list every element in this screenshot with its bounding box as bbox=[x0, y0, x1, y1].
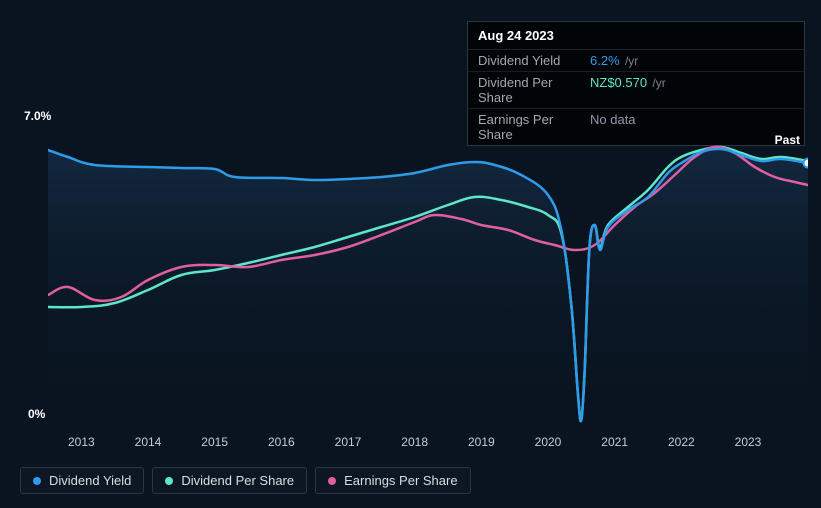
tooltip-row: Dividend Per ShareNZ$0.570 /yr bbox=[468, 72, 804, 109]
y-axis-max: 7.0% bbox=[24, 109, 51, 123]
legend-label: Earnings Per Share bbox=[344, 473, 457, 488]
chart-area: 7.0% 0% Past 201320142015201620172018201… bbox=[20, 105, 810, 450]
y-axis-min: 0% bbox=[28, 407, 45, 421]
x-tick: 2022 bbox=[668, 435, 695, 449]
x-tick: 2013 bbox=[68, 435, 95, 449]
tooltip-date: Aug 24 2023 bbox=[468, 22, 804, 50]
legend-dot-icon bbox=[33, 477, 41, 485]
legend-dot-icon bbox=[165, 477, 173, 485]
tooltip-row-label: Dividend Per Share bbox=[478, 75, 590, 105]
legend-dot-icon bbox=[328, 477, 336, 485]
tooltip-row-label: Dividend Yield bbox=[478, 53, 590, 68]
tooltip-row: Dividend Yield6.2% /yr bbox=[468, 50, 804, 72]
x-tick: 2023 bbox=[735, 435, 762, 449]
tooltip-row-value: 6.2% /yr bbox=[590, 53, 638, 68]
x-tick: 2019 bbox=[468, 435, 495, 449]
x-axis: 2013 2014 2015 2016 2017 2018 2019 2020 2021 2022… bbox=[48, 425, 808, 447]
x-tick: 2021 bbox=[601, 435, 628, 449]
tooltip-row-value: NZ$0.570 /yr bbox=[590, 75, 666, 105]
x-tick: 2015 bbox=[201, 435, 228, 449]
x-tick: 2014 bbox=[135, 435, 162, 449]
legend-label: Dividend Yield bbox=[49, 473, 131, 488]
x-tick: 2017 bbox=[335, 435, 362, 449]
legend-item[interactable]: Dividend Per Share bbox=[152, 467, 307, 494]
series-end-marker bbox=[804, 159, 809, 168]
legend-item[interactable]: Dividend Yield bbox=[20, 467, 144, 494]
x-tick: 2016 bbox=[268, 435, 295, 449]
x-tick: 2020 bbox=[535, 435, 562, 449]
legend-label: Dividend Per Share bbox=[181, 473, 294, 488]
legend-item[interactable]: Earnings Per Share bbox=[315, 467, 470, 494]
x-tick: 2018 bbox=[401, 435, 428, 449]
legend: Dividend Yield Dividend Per Share Earnings… bbox=[20, 467, 471, 494]
chart-container: Aug 24 2023 Dividend Yield6.2% /yrDivide… bbox=[0, 0, 821, 508]
plot-area[interactable] bbox=[48, 125, 808, 425]
area-fill bbox=[48, 149, 808, 425]
